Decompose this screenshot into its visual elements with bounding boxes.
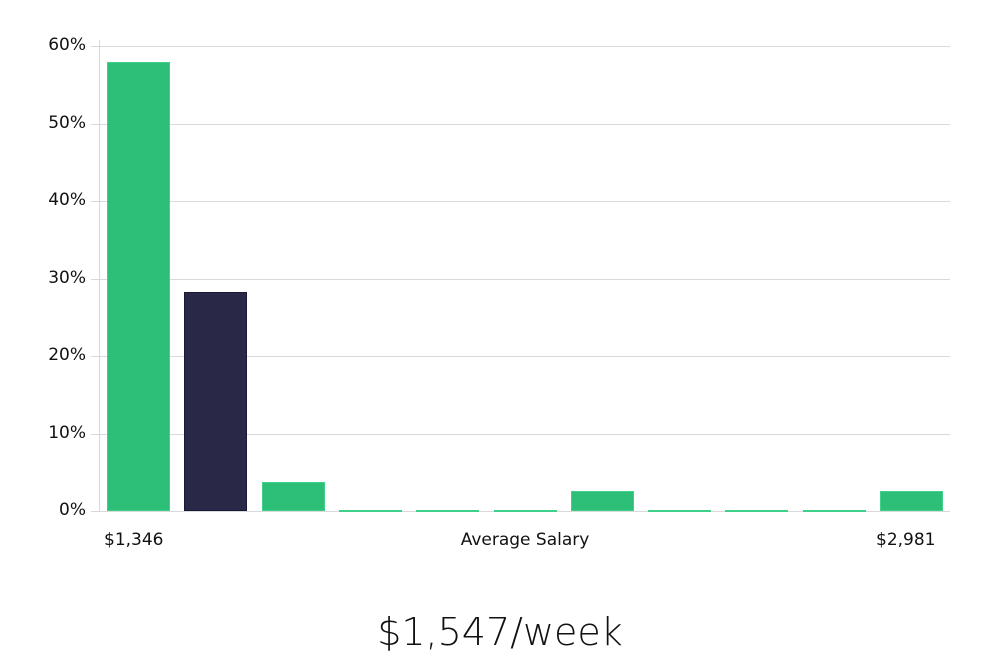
y-tick-label: 0% — [59, 500, 86, 520]
bar — [493, 509, 557, 512]
x-axis-label: Average Salary — [460, 530, 590, 550]
average-salary-headline: $1,547/week — [377, 610, 623, 654]
gridline — [91, 123, 950, 125]
bar — [725, 509, 789, 512]
y-axis — [99, 40, 100, 512]
gridline — [91, 511, 950, 512]
y-tick-label: 40% — [48, 190, 86, 210]
bar — [107, 62, 170, 511]
y-tick-label: 60% — [48, 35, 86, 55]
bar — [802, 509, 866, 512]
gridline — [91, 356, 950, 357]
bar — [416, 509, 480, 512]
gridline — [91, 278, 950, 280]
y-tick-label: 50% — [48, 112, 86, 133]
bar — [338, 509, 402, 512]
gridline — [91, 433, 950, 435]
bar — [648, 509, 712, 512]
y-tick-label: 30% — [48, 267, 86, 288]
x-min-label: $1,346 — [104, 530, 164, 550]
bar — [880, 490, 943, 511]
bar-highlighted — [184, 292, 248, 511]
x-max-label: $2,981 — [876, 530, 936, 550]
bar — [261, 481, 325, 511]
gridline — [91, 46, 950, 47]
gridline — [91, 201, 950, 202]
salary-histogram: 0% 10% 20% 30% 40% 50% 60% $1,346 Average Salary… — [48, 35, 950, 550]
y-tick-label: 20% — [48, 345, 86, 365]
y-tick-label: 10% — [48, 422, 86, 443]
bar — [570, 490, 634, 511]
